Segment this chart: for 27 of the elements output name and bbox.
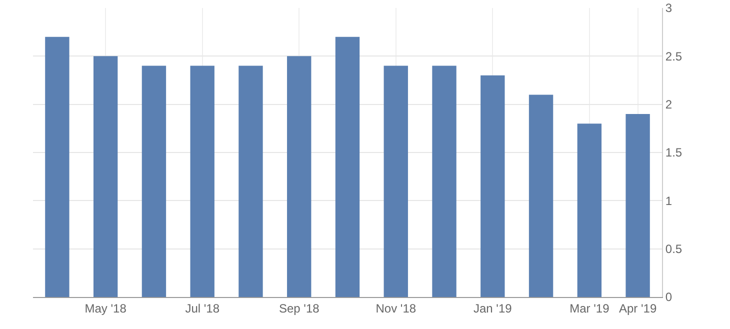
bar (626, 114, 650, 297)
bar (142, 66, 166, 297)
x-tick-label: Jan '19 (473, 301, 512, 316)
x-tick-label: Apr '19 (618, 301, 657, 316)
y-tick-label: 1.5 (665, 146, 682, 160)
bar (190, 66, 214, 297)
bar (384, 66, 408, 297)
y-tick-label: 0 (665, 290, 672, 304)
bar (45, 36, 70, 297)
x-tick-label: May '18 (84, 301, 127, 316)
bar (287, 56, 312, 297)
y-tick-label: 2.5 (665, 49, 682, 64)
y-tick-label: 2 (665, 98, 672, 112)
bar (432, 66, 456, 297)
bar (577, 124, 602, 297)
y-tick-label: 3 (665, 1, 672, 16)
bar (93, 56, 118, 297)
bar (528, 94, 554, 297)
y-tick-label: 1 (665, 194, 672, 208)
x-tick-label: Jul '18 (185, 301, 220, 316)
bar (238, 66, 263, 297)
x-tick-label: Mar '19 (570, 301, 610, 316)
x-tick-label: Sep '18 (278, 301, 320, 316)
x-tick-label: Nov '18 (376, 301, 416, 316)
bar (480, 75, 505, 297)
y-tick-label: 0.5 (665, 242, 682, 256)
bar (335, 36, 360, 297)
